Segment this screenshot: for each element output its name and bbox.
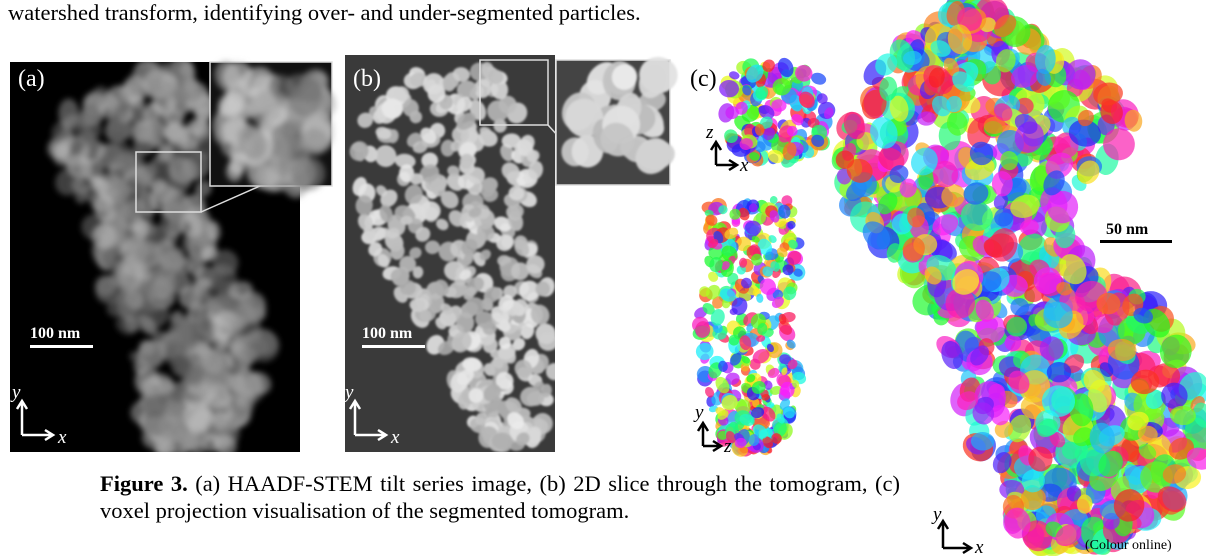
caption: Figure 3. (a) HAADF-STEM tilt series ima… xyxy=(100,470,900,524)
colour-note: (Colour online) xyxy=(1085,538,1172,553)
axis-label: z xyxy=(705,122,714,143)
page: watershed transform, identifying over- a… xyxy=(0,0,1206,556)
body-text: watershed transform, identifying over- a… xyxy=(8,0,641,25)
scale-bar-label: 50 nm xyxy=(1106,221,1149,238)
panel-label: (a) xyxy=(18,66,45,92)
axis-label: x xyxy=(57,427,67,448)
scale-bar-label: 100 nm xyxy=(362,325,413,342)
axis-label: y xyxy=(10,382,21,403)
caption-text: (a) HAADF-STEM tilt series image, (b) 2D… xyxy=(100,471,900,523)
scale-bar xyxy=(362,345,425,348)
axis-label: z xyxy=(723,436,732,457)
axis-label: x xyxy=(974,537,984,556)
panel-label: (c) xyxy=(690,66,717,92)
axis-label: y xyxy=(693,402,704,423)
particle xyxy=(58,99,79,129)
scale-bar xyxy=(30,345,93,348)
caption-label: Figure 3. xyxy=(100,471,188,496)
particle xyxy=(1047,362,1072,382)
axis-label: y xyxy=(931,504,942,525)
axis-label: y xyxy=(343,382,354,403)
panel-label: (b) xyxy=(353,66,381,92)
axis-label: x xyxy=(739,155,749,176)
axis-label: x xyxy=(390,427,400,448)
scale-bar-label: 100 nm xyxy=(30,325,81,342)
scale-bar xyxy=(1100,240,1172,243)
